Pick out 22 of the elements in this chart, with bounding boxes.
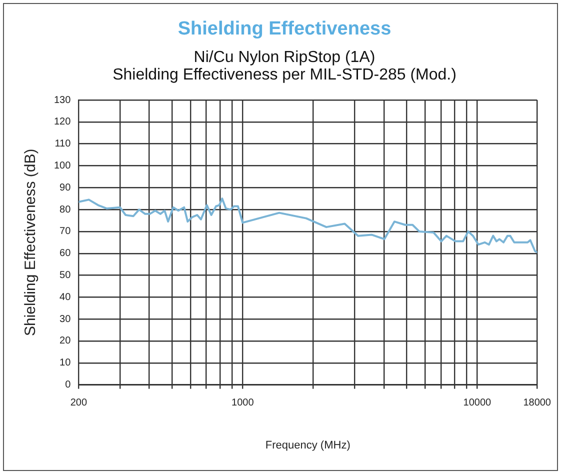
x-tick-label: 200 xyxy=(70,398,88,409)
y-tick-label: 0 xyxy=(65,380,72,391)
y-tick-label: 110 xyxy=(54,138,72,150)
y-tick-label: 70 xyxy=(60,226,72,238)
y-tick-label: 60 xyxy=(60,248,72,260)
x-tick-label: 18000 xyxy=(523,398,552,409)
y-tick-label: 90 xyxy=(60,182,72,194)
y-tick-label: 120 xyxy=(54,116,72,128)
chart-title: Shielding Effectiveness xyxy=(178,18,392,40)
x-tick-label: 10000 xyxy=(463,398,492,409)
y-axis-title: Shielding Effectiveness (dB) xyxy=(22,148,40,336)
x-tick-label: 1000 xyxy=(232,398,254,409)
chart-subtitle: Ni/Cu Nylon RipStop (1A) Shielding Effectiveness per MIL-STD-285 (Mod.) xyxy=(112,49,456,84)
y-tick-label: 100 xyxy=(54,160,72,172)
y-tick-label: 30 xyxy=(60,314,72,325)
y-tick-label: 20 xyxy=(60,336,72,347)
y-tick-label: 80 xyxy=(60,204,72,216)
y-tick-label: 10 xyxy=(60,358,72,369)
y-tick-label: 50 xyxy=(60,270,72,282)
x-axis-title: Frequency (MHz) xyxy=(265,439,350,452)
y-tick-label: 40 xyxy=(60,292,72,303)
y-tick-label: 130 xyxy=(54,94,72,106)
